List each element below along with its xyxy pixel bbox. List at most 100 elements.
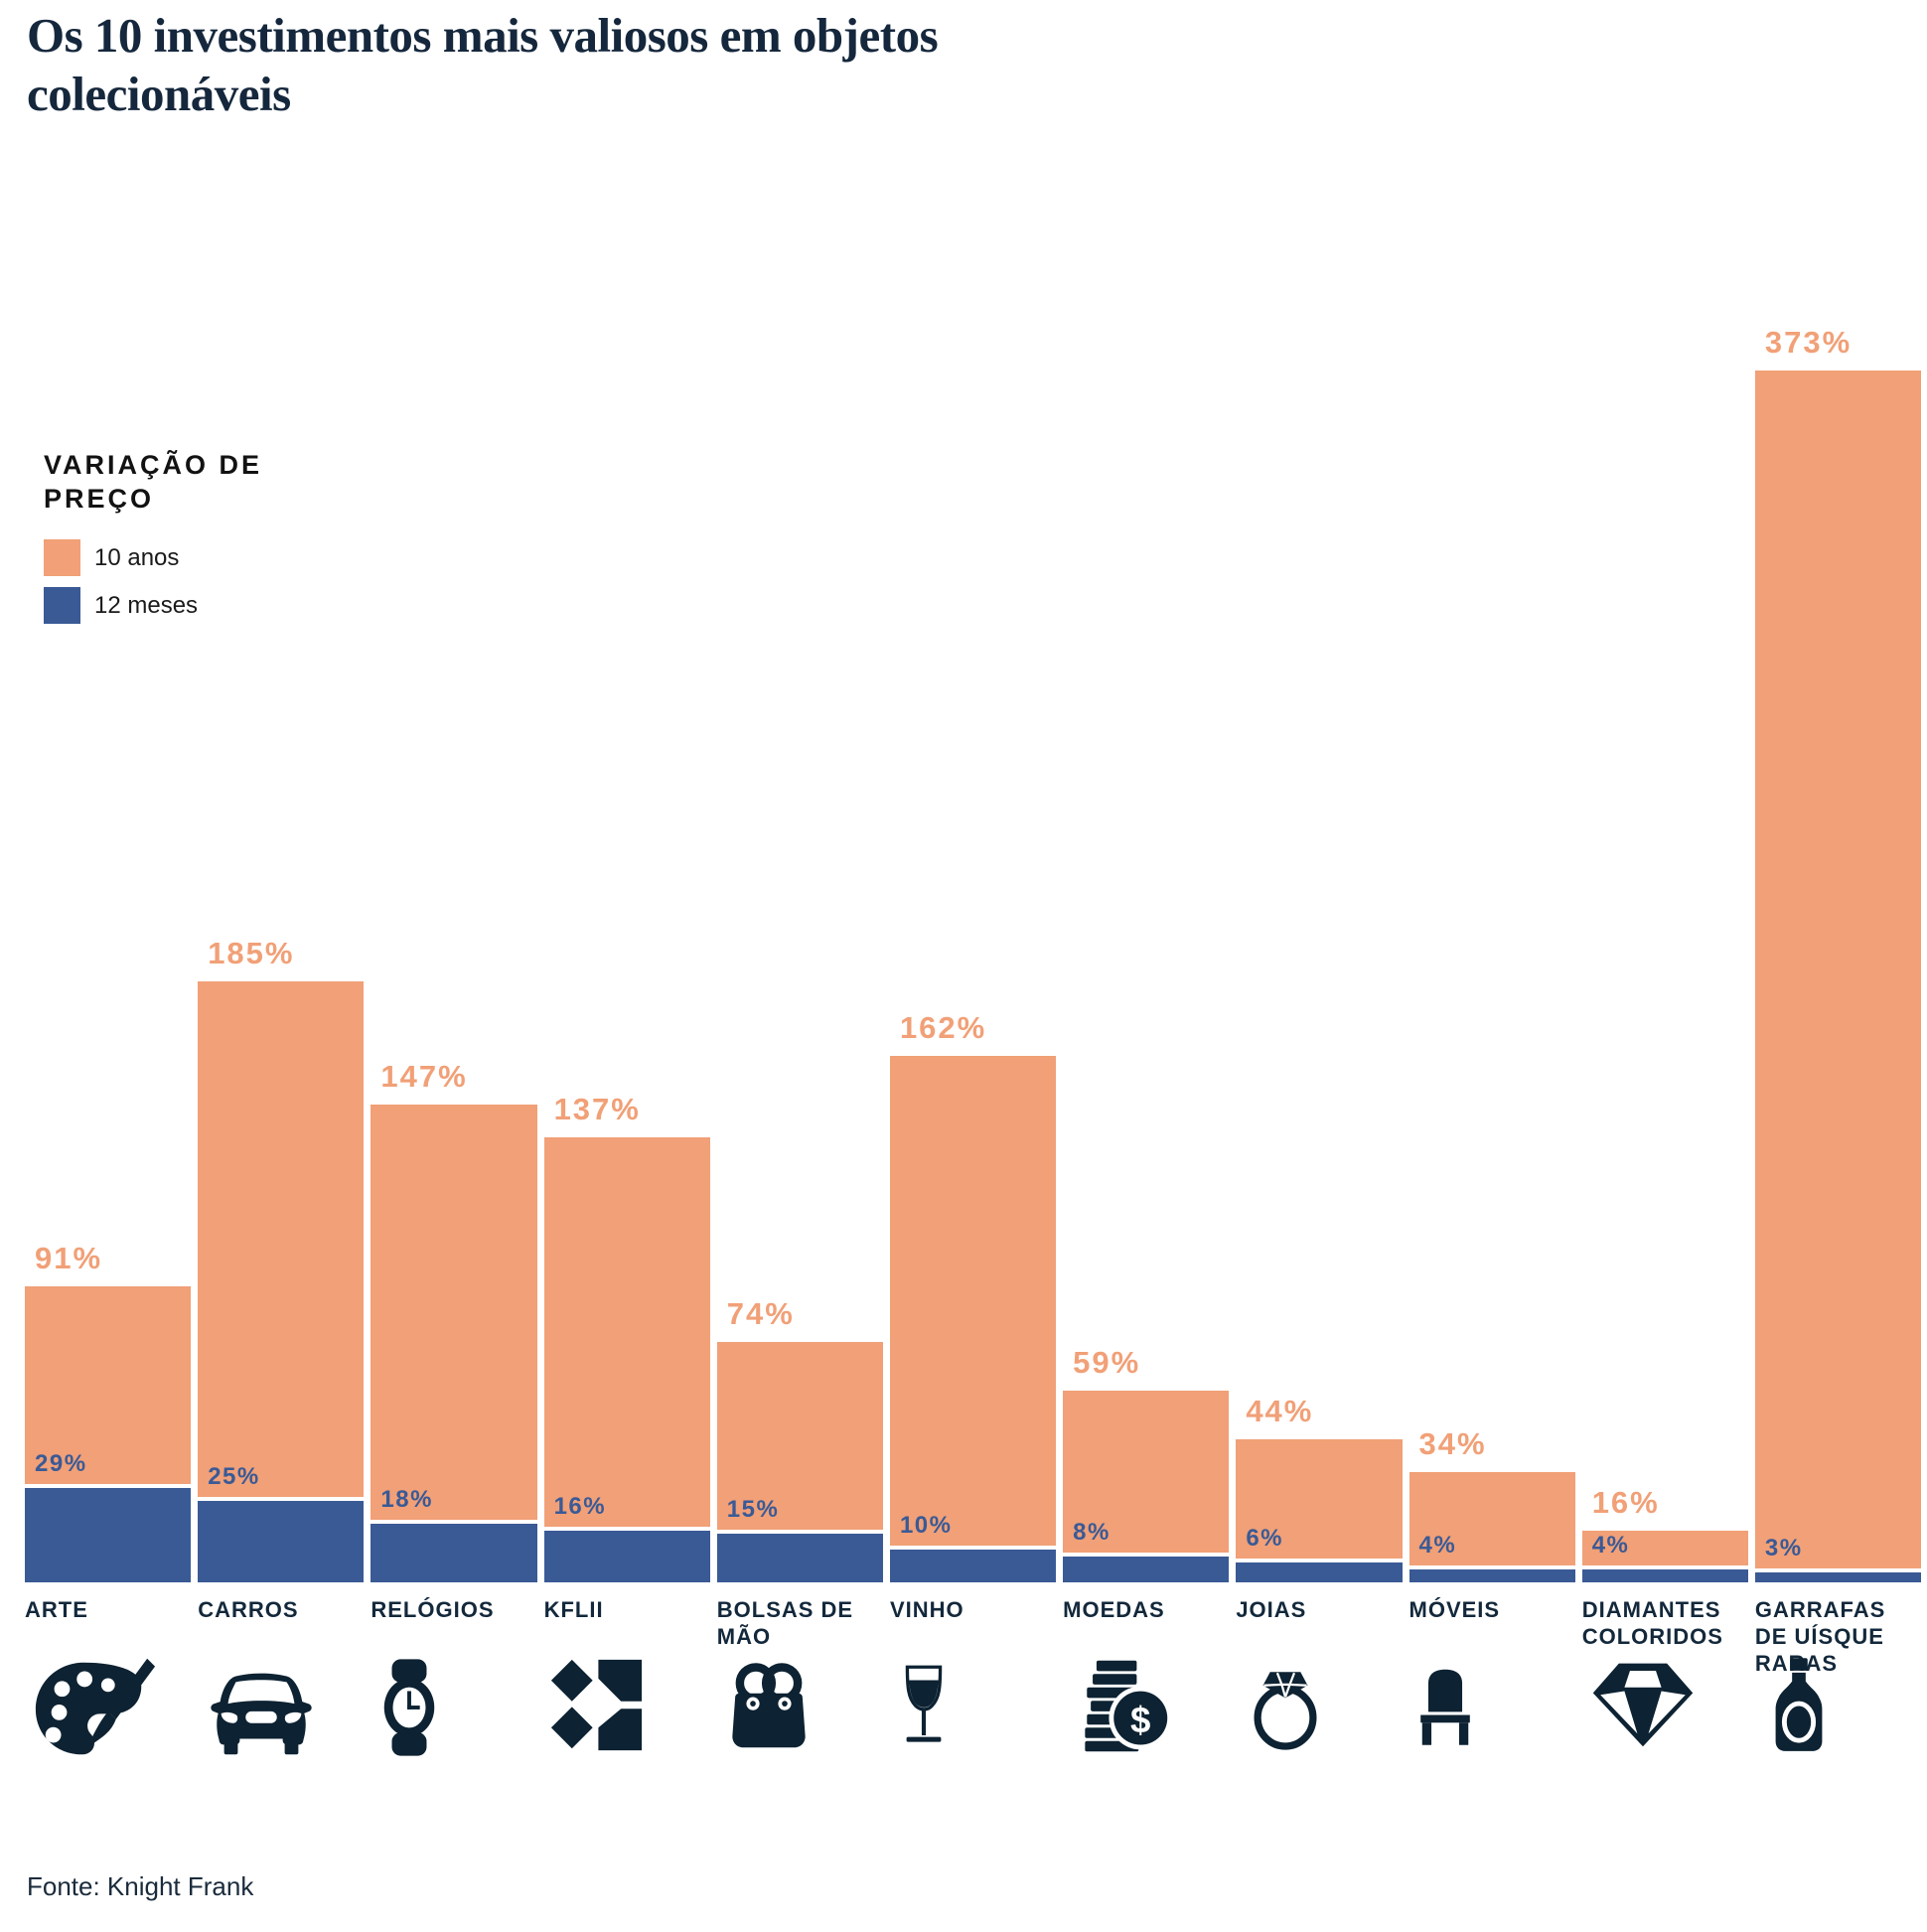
page-title-line1: Os 10 investimentos mais valiosos em obj…: [27, 8, 939, 63]
bar-label-12-meses: 6%: [1246, 1525, 1283, 1553]
kflii-logo-icon: [550, 1659, 642, 1751]
category-label: DIAMANTES COLORIDOS: [1581, 1597, 1723, 1649]
bar-label-10-anos: 44%: [1246, 1394, 1314, 1429]
category-icon-box: [198, 1658, 364, 1761]
category-icon-box: $: [1063, 1658, 1229, 1761]
bar-group: 373% 3%: [1754, 325, 1922, 1582]
bar-label-10-anos: 34%: [1418, 1425, 1487, 1461]
bar-10-anos: [1236, 1439, 1403, 1582]
bar-label-10-anos: 59%: [1073, 1345, 1141, 1381]
chart-column: 16% 4% DIAMANTES COLORIDOS: [1581, 371, 1748, 1761]
bar-group: 137% 16%: [543, 371, 710, 1582]
bar-label-10-anos: 185%: [208, 936, 295, 971]
legend-item-10-anos: 10 anos: [44, 539, 421, 576]
chart-column: 91% 29% ARTE: [25, 371, 192, 1761]
bar-label-10-anos: 373%: [1764, 325, 1853, 361]
bar-label-12-meses: 25%: [208, 1463, 260, 1491]
category-label: CARROS: [198, 1597, 299, 1622]
category-label: KFLII: [543, 1597, 604, 1622]
legend-heading: VARIAÇÃO DE PREÇO: [44, 450, 263, 514]
coins-icon: $: [1085, 1660, 1173, 1752]
bar-12-meses: [1063, 1552, 1230, 1582]
category-icon-box: [371, 1658, 536, 1761]
bar-chart: 91% 29% ARTE 185% 25% CARROS 147% 18% RELÓGIOS…: [25, 325, 1922, 1761]
bar-label-10-anos: 147%: [380, 1059, 468, 1095]
category-label: ARTE: [25, 1597, 88, 1622]
bar-12-meses: [1581, 1564, 1748, 1582]
bar-12-meses: [198, 1497, 365, 1582]
bar-label-12-meses: 4%: [1591, 1531, 1630, 1559]
category-label: JOIAS: [1236, 1597, 1307, 1622]
bar-group: 34% 4%: [1408, 371, 1575, 1582]
bar-12-meses: [371, 1520, 537, 1582]
bar-12-meses: [1754, 1568, 1922, 1582]
ring-icon: [1254, 1672, 1317, 1750]
bar-12-meses: [716, 1529, 883, 1582]
page-title: Os 10 investimentos mais valiosos em obj…: [27, 6, 939, 123]
bar-label-12-meses: 10%: [899, 1512, 953, 1540]
bar-12-meses: [1236, 1559, 1403, 1582]
bar-label-12-meses: 16%: [553, 1492, 607, 1520]
bar-label-10-anos: 162%: [899, 1010, 987, 1046]
chart-column: 185% 25% CARROS: [198, 371, 365, 1761]
category-label: BOLSAS DE MÃO: [716, 1597, 854, 1649]
legend-label-10-anos: 10 anos: [94, 543, 180, 571]
bar-12-meses: [543, 1526, 710, 1582]
legend-label-12-meses: 12 meses: [94, 591, 199, 619]
chart-column: 74% 15% BOLSAS DE MÃO: [716, 371, 883, 1761]
source-note: Fonte: Knight Frank: [27, 1871, 254, 1901]
bar-group: 74% 15%: [716, 371, 883, 1582]
watch-icon: [384, 1659, 435, 1756]
chart-column: 373% 3% GARRAFAS DE UÍSQUE RARAS: [1754, 325, 1922, 1761]
bar-label-10-anos: 91%: [35, 1241, 103, 1276]
category-icon-box: [890, 1658, 1056, 1761]
category-icon-box: [1409, 1658, 1575, 1761]
bar-group: 91% 29%: [25, 371, 192, 1582]
chart-legend: VARIAÇÃO DE PREÇO 10 anos 12 meses: [44, 448, 421, 635]
category-icon-box: [544, 1658, 710, 1761]
chart-column: 162% 10% VINHO: [889, 371, 1057, 1761]
bar-12-meses: [889, 1546, 1057, 1582]
bar-label-10-anos: 137%: [553, 1092, 641, 1127]
legend-swatch-10-anos: [44, 539, 80, 576]
category-label: VINHO: [889, 1597, 964, 1622]
chart-column: 34% 4% MÓVEIS: [1408, 371, 1575, 1761]
bar-12-meses: [1408, 1564, 1575, 1582]
legend-swatch-12-meses: [44, 587, 80, 624]
chart-column: 44% 6% JOIAS: [1236, 371, 1403, 1761]
bar-10-anos: [543, 1137, 710, 1582]
bar-10-anos: [1754, 371, 1922, 1582]
bar-group: 162% 10%: [889, 371, 1057, 1582]
chart-column: 59% 8% MOEDAS $: [1063, 371, 1230, 1761]
bar-label-12-meses: 29%: [35, 1450, 87, 1478]
diamond-icon: [1592, 1663, 1693, 1747]
handbag-icon: [732, 1663, 806, 1748]
bar-group: 185% 25%: [198, 371, 365, 1582]
bar-label-12-meses: 4%: [1418, 1531, 1457, 1559]
page-title-line2: colecionáveis: [27, 67, 291, 121]
category-label: RELÓGIOS: [371, 1597, 495, 1622]
bar-10-anos: [371, 1105, 537, 1582]
category-icon-box: [1755, 1658, 1921, 1761]
bar-label-12-meses: 8%: [1073, 1518, 1111, 1546]
category-label: GARRAFAS DE UÍSQUE RARAS: [1754, 1597, 1886, 1676]
bar-label-10-anos: 16%: [1591, 1484, 1660, 1520]
category-icon-box: [1582, 1658, 1748, 1761]
chair-icon: [1419, 1669, 1470, 1745]
category-label: MOEDAS: [1063, 1597, 1165, 1622]
bar-group: 147% 18%: [371, 371, 537, 1582]
bar-label-12-meses: 18%: [380, 1486, 433, 1514]
category-icon-box: [25, 1658, 191, 1761]
chart-column: 137% 16% KFLII: [543, 371, 710, 1761]
wine-glass-icon: [905, 1665, 943, 1742]
bar-group: 44% 6%: [1236, 371, 1403, 1582]
category-icon-box: [1236, 1658, 1402, 1761]
whisky-bottle-icon: [1775, 1658, 1823, 1751]
bar-label-10-anos: 74%: [726, 1296, 795, 1332]
svg-text:$: $: [1130, 1700, 1150, 1740]
bar-12-meses: [25, 1484, 192, 1582]
bar-label-12-meses: 15%: [726, 1495, 780, 1523]
car-icon: [211, 1673, 312, 1755]
bar-10-anos: [198, 981, 365, 1582]
